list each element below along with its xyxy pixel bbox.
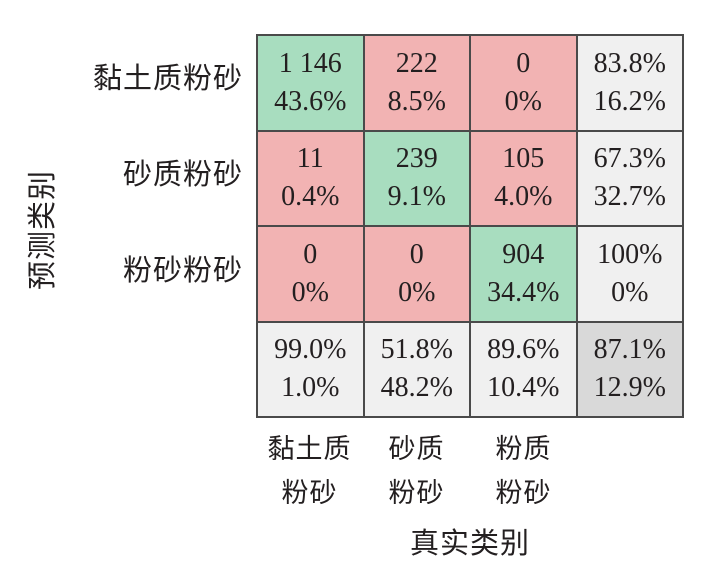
row-label-clayey-silt: 黏土质粉砂	[92, 61, 243, 95]
matrix-cell-r3-c4: 100% 0%	[576, 226, 683, 322]
matrix-cell-r2-c3: 105 4.0%	[470, 130, 577, 226]
matrix-cell-r2-c2: 239 9.1%	[363, 130, 470, 226]
cell-percent: 16.2%	[593, 85, 666, 117]
col-label-line-1: 黏土质	[267, 434, 352, 465]
x-axis-title: 真实类别	[409, 526, 531, 560]
col-label-line-2: 粉砂	[281, 478, 338, 509]
y-axis-title: 预测类别	[25, 169, 59, 291]
matrix-cell-r4-c2: 51.8% 48.2%	[363, 321, 470, 417]
cell-value: 904	[502, 238, 545, 270]
cell-value: 0	[303, 238, 318, 270]
cell-percent: 4.0%	[494, 181, 553, 213]
matrix-cell-r1-c2: 222 8.5%	[363, 35, 470, 131]
cell-percent: 34.4%	[487, 276, 560, 308]
row-label-sandy-silt: 砂质粉砂	[122, 157, 243, 191]
matrix-cell-r3-c2: 0 0%	[363, 226, 470, 322]
matrix-cell-r1-c3: 0 0%	[470, 35, 577, 131]
cell-value: 100%	[597, 238, 663, 270]
cell-percent: 12.9%	[593, 372, 666, 404]
col-label-line-2: 粉砂	[388, 478, 445, 509]
cell-percent: 0%	[611, 276, 649, 308]
cell-percent: 0.4%	[281, 181, 340, 213]
matrix-cell-r4-c4: 87.1% 12.9%	[576, 321, 683, 417]
matrix-cell-r1-c1: 1 146 43.6%	[257, 35, 364, 131]
cell-value: 1 146	[278, 47, 342, 79]
cell-percent: 32.7%	[593, 181, 666, 213]
cell-percent: 43.6%	[274, 85, 347, 117]
confusion-matrix: 1 146 43.6% 222 8.5% 0 0% 83.8% 16.2% 11 0.4% 239 9…	[256, 34, 684, 418]
matrix-cell-r2-c4: 67.3% 32.7%	[576, 130, 683, 226]
cell-value: 11	[296, 143, 324, 175]
row-label-silt-silt: 粉砂粉砂	[122, 253, 243, 287]
cell-percent: 48.2%	[380, 372, 453, 404]
cell-percent: 1.0%	[281, 372, 340, 404]
matrix-cell-r1-c4: 83.8% 16.2%	[576, 35, 683, 131]
cell-value: 222	[395, 47, 438, 79]
cell-value: 51.8%	[380, 334, 453, 366]
cell-percent: 0%	[504, 85, 542, 117]
col-label-silty-silt: 粉质 粉砂	[470, 428, 577, 516]
matrix-cell-r4-c1: 99.0% 1.0%	[257, 321, 364, 417]
col-label-line-1: 砂质	[388, 434, 445, 465]
cell-percent: 0%	[291, 276, 329, 308]
col-label-sandy-silt: 砂质 粉砂	[363, 428, 470, 516]
cell-value: 99.0%	[274, 334, 347, 366]
cell-percent: 9.1%	[387, 181, 446, 213]
cell-percent: 8.5%	[387, 85, 446, 117]
matrix-cell-r4-c3: 89.6% 10.4%	[470, 321, 577, 417]
cell-percent: 0%	[398, 276, 436, 308]
col-label-line-1: 粉质	[495, 434, 552, 465]
cell-percent: 10.4%	[487, 372, 560, 404]
col-label-clayey-silt: 黏土质 粉砂	[256, 428, 363, 516]
matrix-cell-r3-c3: 904 34.4%	[470, 226, 577, 322]
cell-value: 105	[502, 143, 545, 175]
cell-value: 89.6%	[487, 334, 560, 366]
col-label-line-2: 粉砂	[495, 478, 552, 509]
matrix-cell-r3-c1: 0 0%	[257, 226, 364, 322]
cell-value: 87.1%	[593, 334, 666, 366]
cell-value: 0	[409, 238, 424, 270]
matrix-cell-r2-c1: 11 0.4%	[257, 130, 364, 226]
cell-value: 67.3%	[593, 143, 666, 175]
cell-value: 83.8%	[593, 47, 666, 79]
cell-value: 0	[516, 47, 531, 79]
cell-value: 239	[395, 143, 438, 175]
